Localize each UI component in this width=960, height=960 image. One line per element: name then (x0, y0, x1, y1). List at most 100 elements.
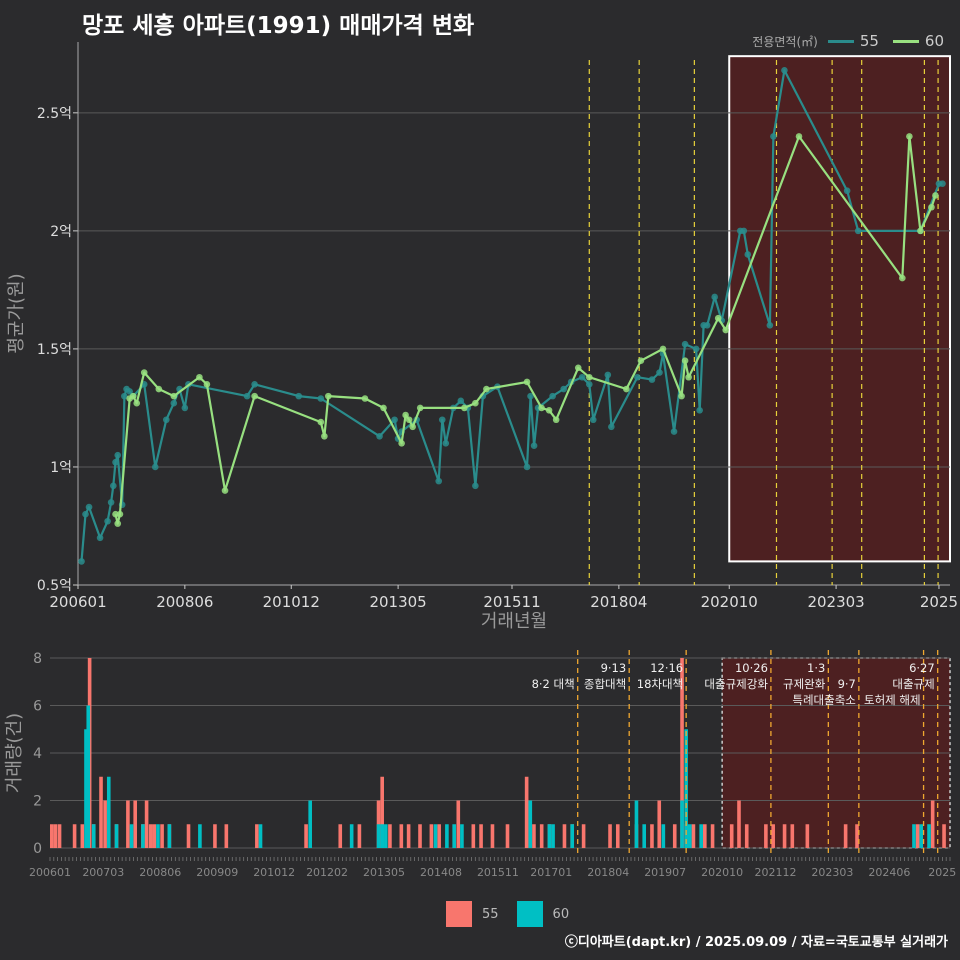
volume-bar-60 (91, 824, 96, 848)
data-point-60 (538, 404, 545, 412)
volume-bar-55 (103, 800, 107, 848)
data-point-55 (843, 187, 851, 195)
volume-bar-60 (551, 824, 555, 848)
volume-bar-60 (528, 800, 533, 848)
y-tick-label-volume: 0 (33, 841, 42, 857)
x-tick-label: 201012 (263, 593, 320, 611)
legend-box-55 (446, 901, 472, 927)
data-point-55 (578, 373, 586, 381)
volume-bar-55 (843, 824, 848, 848)
data-point-55 (604, 371, 612, 379)
x-tick-label-volume: 200806 (139, 866, 181, 879)
data-point-60 (321, 432, 328, 440)
x-tick-label-volume: 201305 (363, 866, 405, 879)
policy-annotation: 10·26 (735, 661, 768, 675)
data-point-55 (589, 416, 597, 424)
x-tick-label-volume: 201701 (530, 866, 572, 879)
data-point-60 (221, 487, 229, 494)
policy-annotation: 9·7 (838, 677, 856, 691)
legend-bottom-label-55: 55 (482, 906, 499, 922)
volume-bar-55 (855, 824, 859, 848)
volume-bar-55 (126, 800, 130, 848)
data-point-60 (380, 404, 387, 412)
data-point-60 (325, 392, 332, 400)
volume-bar-60 (445, 824, 449, 848)
legend-label-60: 60 (924, 32, 944, 50)
data-point-55 (151, 463, 159, 471)
data-point-55 (181, 404, 189, 412)
data-point-60 (317, 418, 325, 426)
y-tick-label-volume: 8 (33, 651, 42, 667)
data-point-55 (376, 432, 383, 440)
policy-annotation: 종합대책 (584, 677, 626, 691)
legend-label-55: 55 (859, 32, 879, 50)
data-point-55 (744, 251, 752, 258)
data-point-60 (116, 510, 124, 518)
y-tick-label: 2.5억 (37, 106, 72, 122)
data-point-60 (795, 133, 803, 140)
data-point-60 (133, 399, 141, 407)
volume-bar-55 (615, 824, 620, 848)
volume-bar-55 (930, 800, 935, 848)
volume-bar-55 (338, 824, 343, 848)
volume-bar-55 (160, 824, 164, 848)
data-point-60 (251, 392, 258, 400)
volume-bar-55 (418, 824, 422, 848)
volume-bar-55 (490, 824, 495, 848)
policy-annotation: 8·2 대책 (532, 677, 575, 691)
volume-bar-55 (255, 824, 259, 848)
volume-bar-55 (539, 824, 544, 848)
volume-bar-55 (388, 824, 392, 848)
data-point-60 (685, 373, 692, 381)
volume-bar-55 (437, 824, 441, 848)
data-point-60 (461, 404, 468, 412)
data-point-55 (530, 442, 538, 450)
volume-bar-60 (84, 729, 88, 848)
volume-bar-60 (114, 824, 119, 848)
y-axis-label-volume: 거래량(건) (4, 713, 25, 793)
data-point-60 (623, 385, 630, 393)
data-point-60 (928, 203, 935, 211)
data-point-55 (438, 416, 446, 424)
y-axis-label: 평균가(원) (6, 273, 27, 353)
volume-bar-55 (744, 824, 749, 848)
data-point-55 (608, 423, 615, 431)
x-tick-label-volume: 201804 (587, 866, 629, 879)
data-point-55 (854, 227, 862, 235)
volume-bar-55 (703, 824, 707, 848)
x-tick-label-volume: 202112 (754, 866, 796, 879)
volume-bar-60 (547, 824, 552, 848)
legend-swatch-55 (827, 39, 854, 43)
x-tick-label: 200806 (156, 593, 213, 611)
data-point-60 (398, 440, 405, 447)
volume-bar-55 (50, 824, 54, 848)
policy-annotation: 9·13 (601, 661, 627, 675)
data-point-55 (634, 373, 641, 381)
data-point-60 (409, 423, 416, 431)
data-point-60 (932, 192, 939, 199)
source-caption: ⓒ디아파트(dapt.kr) / 2025.09.09 / 자료=국토교통부 실… (564, 935, 948, 950)
y-tick-label: 1.5억 (37, 342, 72, 358)
volume-bar-60 (156, 824, 160, 848)
data-point-55 (692, 345, 700, 353)
data-point-55 (560, 385, 567, 393)
chart-title: 망포 세흥 아파트(1991) 매매가격 변화 (82, 13, 475, 39)
data-point-60 (899, 274, 906, 282)
policy-annotation: 18차대책 (637, 677, 683, 691)
policy-annotation: 토허제 해제 (864, 693, 921, 707)
volume-bar-55 (710, 824, 715, 848)
volume-bar-60 (349, 824, 354, 848)
volume-bar-55 (53, 824, 58, 848)
x-tick-label-volume: 202303 (811, 866, 853, 879)
data-point-55 (251, 381, 258, 388)
data-point-55 (681, 340, 689, 348)
volume-bar-60 (86, 705, 91, 848)
data-point-60 (114, 520, 122, 527)
data-point-60 (402, 411, 409, 419)
volume-bar-55 (764, 824, 768, 848)
data-point-55 (442, 440, 450, 447)
volume-bar-55 (657, 800, 662, 848)
volume-bar-60 (661, 824, 666, 848)
x-axis-label: 거래년월 (481, 611, 547, 632)
data-point-55 (527, 392, 534, 400)
